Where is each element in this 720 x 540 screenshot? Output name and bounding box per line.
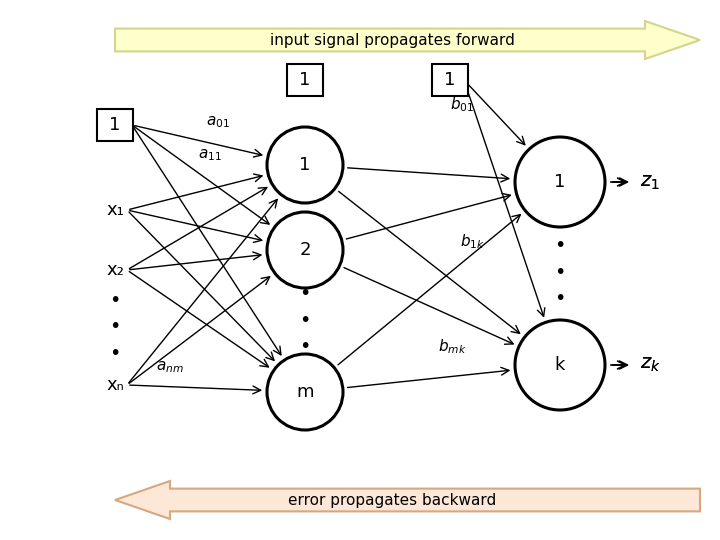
Text: m: m bbox=[296, 383, 314, 401]
Text: $a_{11}$: $a_{11}$ bbox=[198, 147, 222, 163]
Text: •
•
•: • • • bbox=[554, 236, 566, 308]
Text: error propagates backward: error propagates backward bbox=[289, 492, 497, 508]
Text: input signal propagates forward: input signal propagates forward bbox=[270, 32, 515, 48]
Text: $z_k$: $z_k$ bbox=[639, 355, 660, 375]
Circle shape bbox=[267, 212, 343, 288]
Text: 1: 1 bbox=[109, 116, 121, 134]
Text: x₂: x₂ bbox=[106, 261, 124, 279]
Circle shape bbox=[515, 320, 605, 410]
FancyBboxPatch shape bbox=[432, 64, 468, 96]
Text: $b_{01}$: $b_{01}$ bbox=[450, 96, 474, 114]
Circle shape bbox=[267, 354, 343, 430]
FancyBboxPatch shape bbox=[287, 64, 323, 96]
Text: 1: 1 bbox=[300, 71, 311, 89]
Text: $z_1$: $z_1$ bbox=[640, 172, 660, 192]
Text: 1: 1 bbox=[300, 156, 311, 174]
Text: $z_1$: $z_1$ bbox=[640, 172, 660, 192]
Text: $b_{1k}$: $b_{1k}$ bbox=[459, 233, 485, 251]
Text: •
•
•: • • • bbox=[300, 284, 311, 356]
Text: •
•
•: • • • bbox=[109, 291, 121, 363]
FancyBboxPatch shape bbox=[97, 109, 133, 141]
Circle shape bbox=[267, 127, 343, 203]
FancyArrow shape bbox=[115, 481, 700, 519]
FancyArrow shape bbox=[115, 21, 700, 59]
Text: $z_k$: $z_k$ bbox=[639, 355, 660, 375]
Text: $a_{nm}$: $a_{nm}$ bbox=[156, 359, 184, 375]
Text: xₙ: xₙ bbox=[106, 376, 124, 394]
Text: $a_{01}$: $a_{01}$ bbox=[206, 114, 230, 130]
Text: x₁: x₁ bbox=[106, 201, 124, 219]
Circle shape bbox=[515, 137, 605, 227]
Text: 1: 1 bbox=[554, 173, 566, 191]
Text: k: k bbox=[555, 356, 565, 374]
Text: 2: 2 bbox=[300, 241, 311, 259]
Text: 1: 1 bbox=[444, 71, 456, 89]
Text: $b_{mk}$: $b_{mk}$ bbox=[438, 338, 467, 356]
